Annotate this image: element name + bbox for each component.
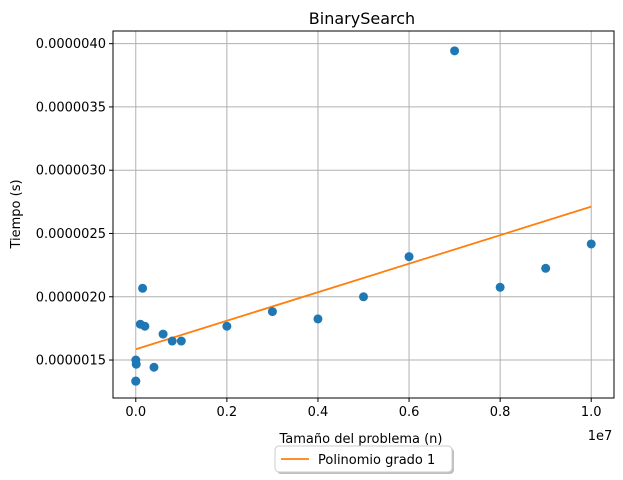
y-axis-ticks: 0.0000015 0.0000020 0.0000025 0.0000030 0.00… bbox=[36, 37, 113, 369]
y-tick-label: 0.0000035 bbox=[36, 100, 106, 115]
data-point bbox=[359, 292, 368, 302]
data-point bbox=[131, 376, 141, 386]
data-point bbox=[222, 321, 232, 331]
data-point bbox=[404, 252, 414, 262]
data-point bbox=[267, 307, 277, 317]
y-tick-label: 0.0000040 bbox=[36, 37, 106, 52]
x-axis-offset-label: 1e7 bbox=[588, 429, 613, 444]
data-point bbox=[313, 314, 323, 324]
plot-frame bbox=[112, 30, 615, 399]
data-point bbox=[149, 362, 159, 372]
y-tick-label: 0.0000025 bbox=[36, 227, 106, 242]
legend-label: Polinomio grado 1 bbox=[318, 453, 435, 468]
data-point bbox=[450, 46, 460, 56]
data-points bbox=[131, 46, 596, 386]
data-point bbox=[167, 336, 177, 346]
data-point bbox=[138, 283, 148, 293]
data-point bbox=[158, 329, 168, 339]
fit-lines bbox=[135, 205, 592, 351]
chart-title: BinarySearch bbox=[309, 9, 415, 28]
x-tick-label: 0.2 bbox=[217, 405, 238, 420]
x-axis-label: Tamaño del problema (n) bbox=[279, 432, 443, 447]
legend: Polinomio grado 1 bbox=[274, 445, 454, 474]
y-axis-label: Tiempo (s) bbox=[9, 179, 24, 249]
data-point bbox=[495, 282, 505, 292]
legend-box bbox=[274, 445, 453, 473]
x-axis-ticks: 0.0 0.2 0.4 0.6 0.8 1.0 bbox=[125, 398, 602, 420]
data-point bbox=[586, 239, 596, 249]
y-tick-label: 0.0000015 bbox=[36, 354, 106, 369]
data-point bbox=[541, 263, 551, 273]
data-point bbox=[176, 336, 186, 346]
x-tick-label: 0.4 bbox=[308, 405, 329, 420]
y-tick-label: 0.0000020 bbox=[36, 290, 106, 305]
y-tick-label: 0.0000030 bbox=[36, 164, 106, 179]
grid bbox=[113, 31, 614, 398]
fit-line bbox=[135, 205, 592, 351]
x-tick-label: 0.0 bbox=[125, 405, 146, 420]
x-tick-label: 0.8 bbox=[490, 405, 511, 420]
data-point bbox=[140, 321, 150, 331]
data-point bbox=[131, 359, 141, 369]
x-tick-label: 1.0 bbox=[581, 405, 602, 420]
x-tick-label: 0.6 bbox=[399, 405, 420, 420]
